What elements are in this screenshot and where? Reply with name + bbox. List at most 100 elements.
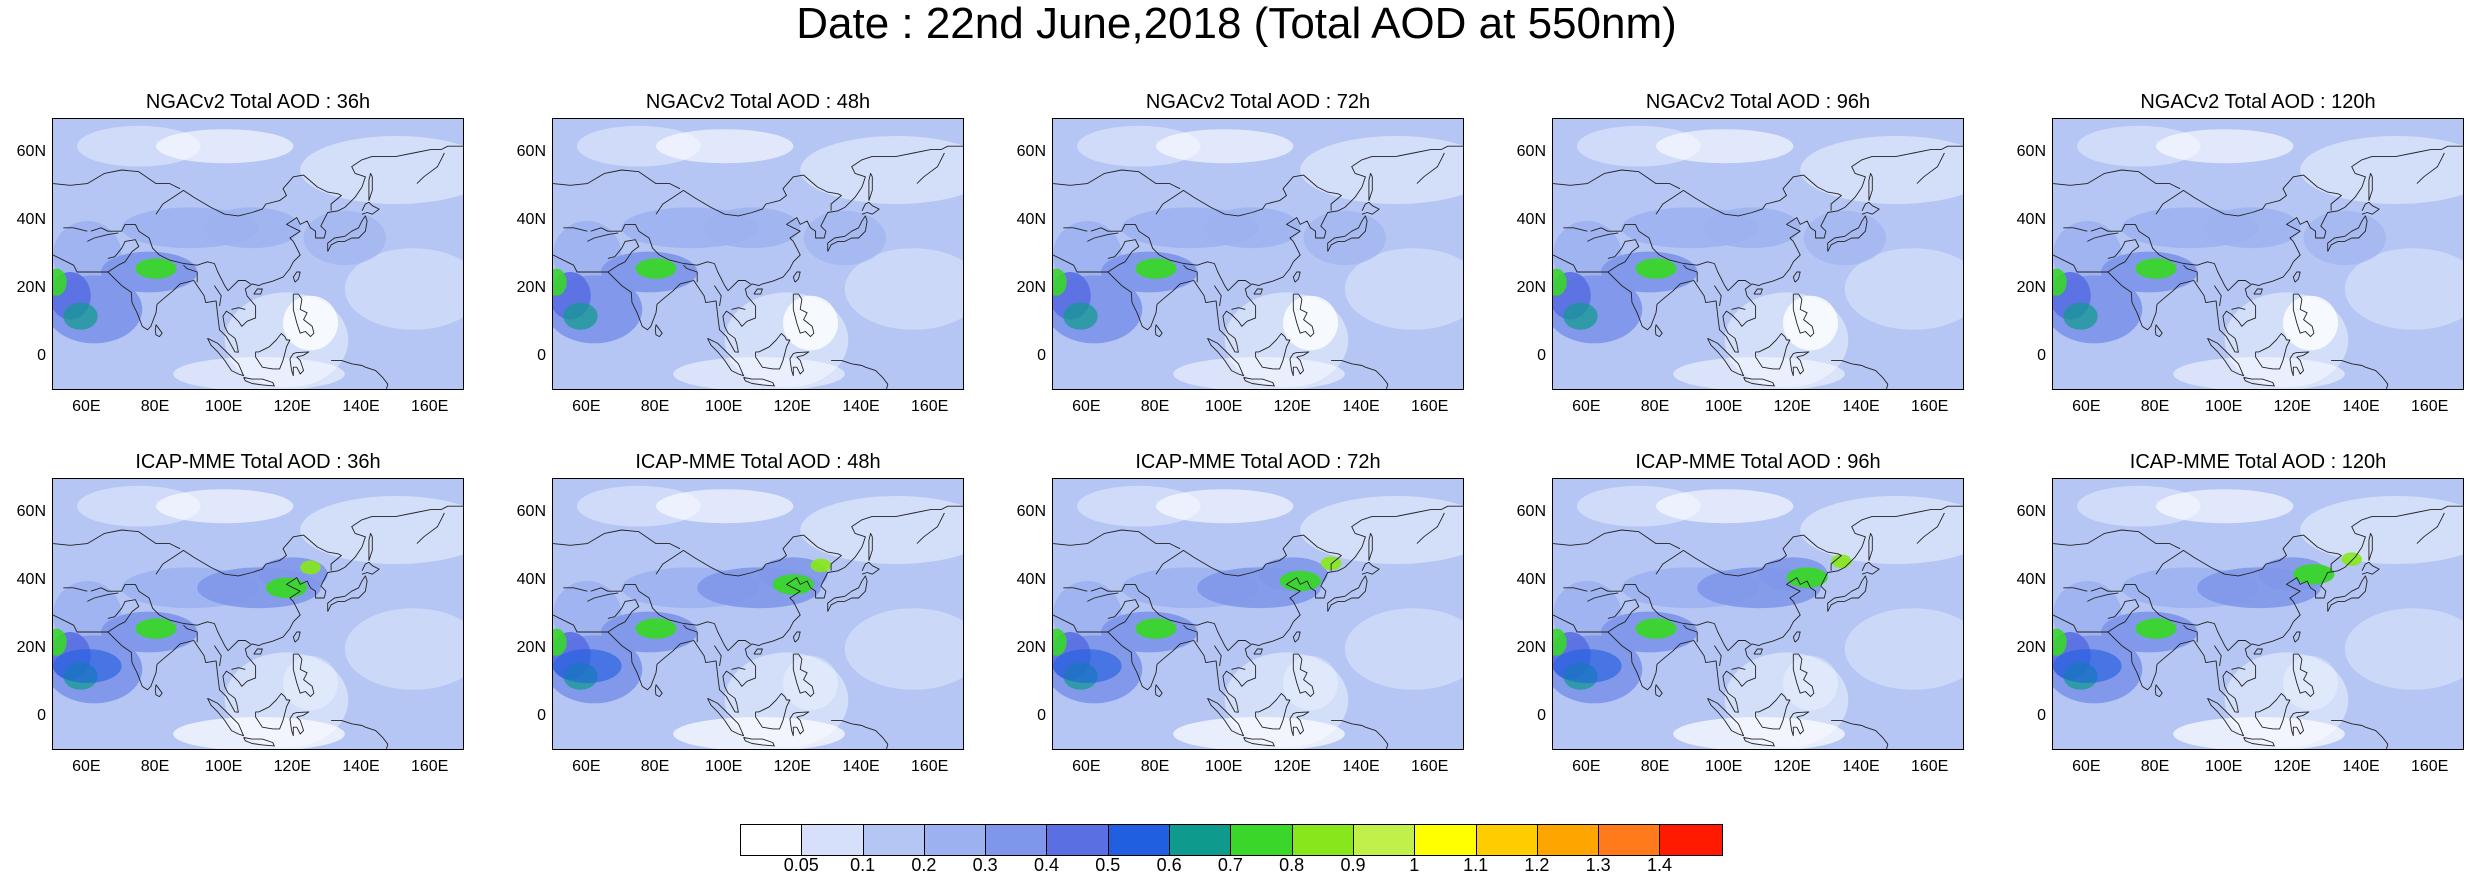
aod-map-svg	[53, 479, 463, 749]
x-tick-label: 60E	[1072, 758, 1101, 775]
map-plot-area	[2052, 118, 2464, 390]
y-tick-label: 0	[2037, 347, 2046, 364]
colorbar-label: 0.05	[783, 855, 819, 875]
x-tick-label: 80E	[1640, 758, 1670, 775]
x-tick-label: 140E	[842, 758, 880, 775]
x-tick-label: 120E	[1773, 758, 1812, 775]
colorbar-swatch	[924, 825, 987, 855]
map-panel: NGACv2 Total AOD : 72h 60N 40N 20N 0 60E 80E 10…	[1000, 90, 1500, 450]
x-tick-label: 100E	[204, 398, 243, 415]
colorbar-label: 1.1	[1463, 855, 1489, 875]
map-panel: ICAP-MME Total AOD : 120h 60N 40N 20N 0 60E 80…	[2000, 450, 2473, 810]
panel-title: NGACv2 Total AOD : 36h	[145, 91, 371, 113]
x-tick-label: 80E	[640, 398, 670, 415]
colorbar-swatch	[1108, 825, 1171, 855]
x-tick-label: 140E	[1842, 398, 1880, 415]
x-tick-label: 120E	[1273, 758, 1312, 775]
x-tick-label: 140E	[342, 758, 380, 775]
x-tick-label: 100E	[204, 758, 243, 775]
y-tick-label: 20N	[516, 279, 546, 296]
colorbar-label: 0.7	[1217, 855, 1243, 875]
colorbar-swatch	[741, 825, 803, 855]
x-tick-label: 160E	[2410, 398, 2449, 415]
y-tick-label: 60N	[16, 143, 46, 160]
panel-title: NGACv2 Total AOD : 48h	[645, 91, 871, 113]
aod-colorbar	[740, 824, 1723, 856]
y-tick-label: 40N	[1516, 571, 1546, 588]
y-tick-label: 20N	[516, 639, 546, 656]
x-tick-label: 120E	[273, 398, 312, 415]
x-tick-label: 60E	[1572, 758, 1601, 775]
colorbar-label: 0.4	[1033, 855, 1060, 875]
y-tick-label: 60N	[2016, 503, 2046, 520]
x-tick-label: 80E	[2140, 758, 2170, 775]
panel-title: ICAP-MME Total AOD : 120h	[2129, 451, 2387, 473]
x-tick-label: 80E	[1640, 398, 1670, 415]
y-tick-label: 40N	[2016, 211, 2046, 228]
y-tick-label: 0	[1537, 707, 1546, 724]
map-plot-area	[1052, 478, 1464, 750]
colorbar-label: 1.3	[1585, 855, 1611, 875]
y-tick-label: 0	[537, 347, 546, 364]
x-tick-label: 120E	[773, 758, 812, 775]
x-tick-label: 160E	[1910, 398, 1949, 415]
y-tick-label: 0	[2037, 707, 2046, 724]
x-tick-label: 80E	[140, 398, 170, 415]
y-tick-label: 60N	[2016, 143, 2046, 160]
y-tick-label: 0	[1037, 347, 1046, 364]
colorbar-label: 0.8	[1279, 855, 1305, 875]
colorbar-swatch	[1415, 825, 1477, 855]
x-tick-label: 160E	[410, 758, 449, 775]
y-tick-label: 40N	[516, 571, 546, 588]
x-tick-label: 140E	[2342, 398, 2380, 415]
colorbar-swatch	[863, 825, 925, 855]
x-tick-label: 160E	[1410, 758, 1449, 775]
colorbar-label: 1	[1409, 855, 1420, 875]
y-tick-label: 20N	[16, 279, 46, 296]
colorbar-label: 0.6	[1156, 855, 1182, 875]
map-plot-area	[552, 118, 964, 390]
aod-map-svg	[1053, 119, 1463, 389]
y-tick-label: 40N	[16, 211, 46, 228]
aod-map-svg	[553, 479, 963, 749]
x-tick-label: 100E	[704, 758, 743, 775]
y-tick-label: 20N	[1516, 639, 1546, 656]
x-tick-label: 60E	[572, 398, 601, 415]
x-tick-label: 100E	[1204, 398, 1243, 415]
y-tick-label: 40N	[1016, 211, 1046, 228]
x-tick-label: 100E	[704, 398, 743, 415]
colorbar-label: 0.5	[1095, 855, 1121, 875]
x-tick-label: 60E	[72, 758, 101, 775]
y-tick-label: 0	[537, 707, 546, 724]
x-tick-label: 120E	[773, 398, 812, 415]
x-tick-label: 140E	[342, 398, 380, 415]
x-tick-label: 100E	[2204, 398, 2243, 415]
colorbar-swatch	[1476, 825, 1538, 855]
y-tick-label: 0	[37, 707, 46, 724]
aod-map-svg	[1553, 479, 1963, 749]
aod-map-svg	[1053, 479, 1463, 749]
colorbar-swatch	[1353, 825, 1416, 855]
x-tick-label: 60E	[572, 758, 601, 775]
map-panel: ICAP-MME Total AOD : 72h 60N 40N 20N 0 60E 80E…	[1000, 450, 1500, 810]
x-tick-label: 160E	[910, 758, 949, 775]
x-tick-label: 60E	[2072, 398, 2101, 415]
x-tick-label: 160E	[910, 398, 949, 415]
y-tick-label: 20N	[2016, 639, 2046, 656]
y-tick-label: 60N	[1516, 503, 1546, 520]
x-tick-label: 120E	[1273, 398, 1312, 415]
map-plot-area	[2052, 478, 2464, 750]
colorbar-swatch	[1231, 825, 1293, 855]
x-tick-label: 120E	[2273, 758, 2312, 775]
colorbar-swatch	[802, 825, 864, 855]
x-tick-label: 160E	[1410, 398, 1449, 415]
x-tick-label: 60E	[1572, 398, 1601, 415]
x-tick-label: 80E	[640, 758, 670, 775]
x-tick-label: 160E	[1910, 758, 1949, 775]
map-plot-area	[52, 118, 464, 390]
x-tick-label: 140E	[1342, 758, 1380, 775]
colorbar-label: 1.4	[1646, 855, 1673, 875]
map-panel: ICAP-MME Total AOD : 36h 60N 40N 20N 0 60E 80E…	[0, 450, 500, 810]
colorbar-label: 0.9	[1340, 855, 1366, 875]
x-tick-label: 80E	[1140, 758, 1170, 775]
